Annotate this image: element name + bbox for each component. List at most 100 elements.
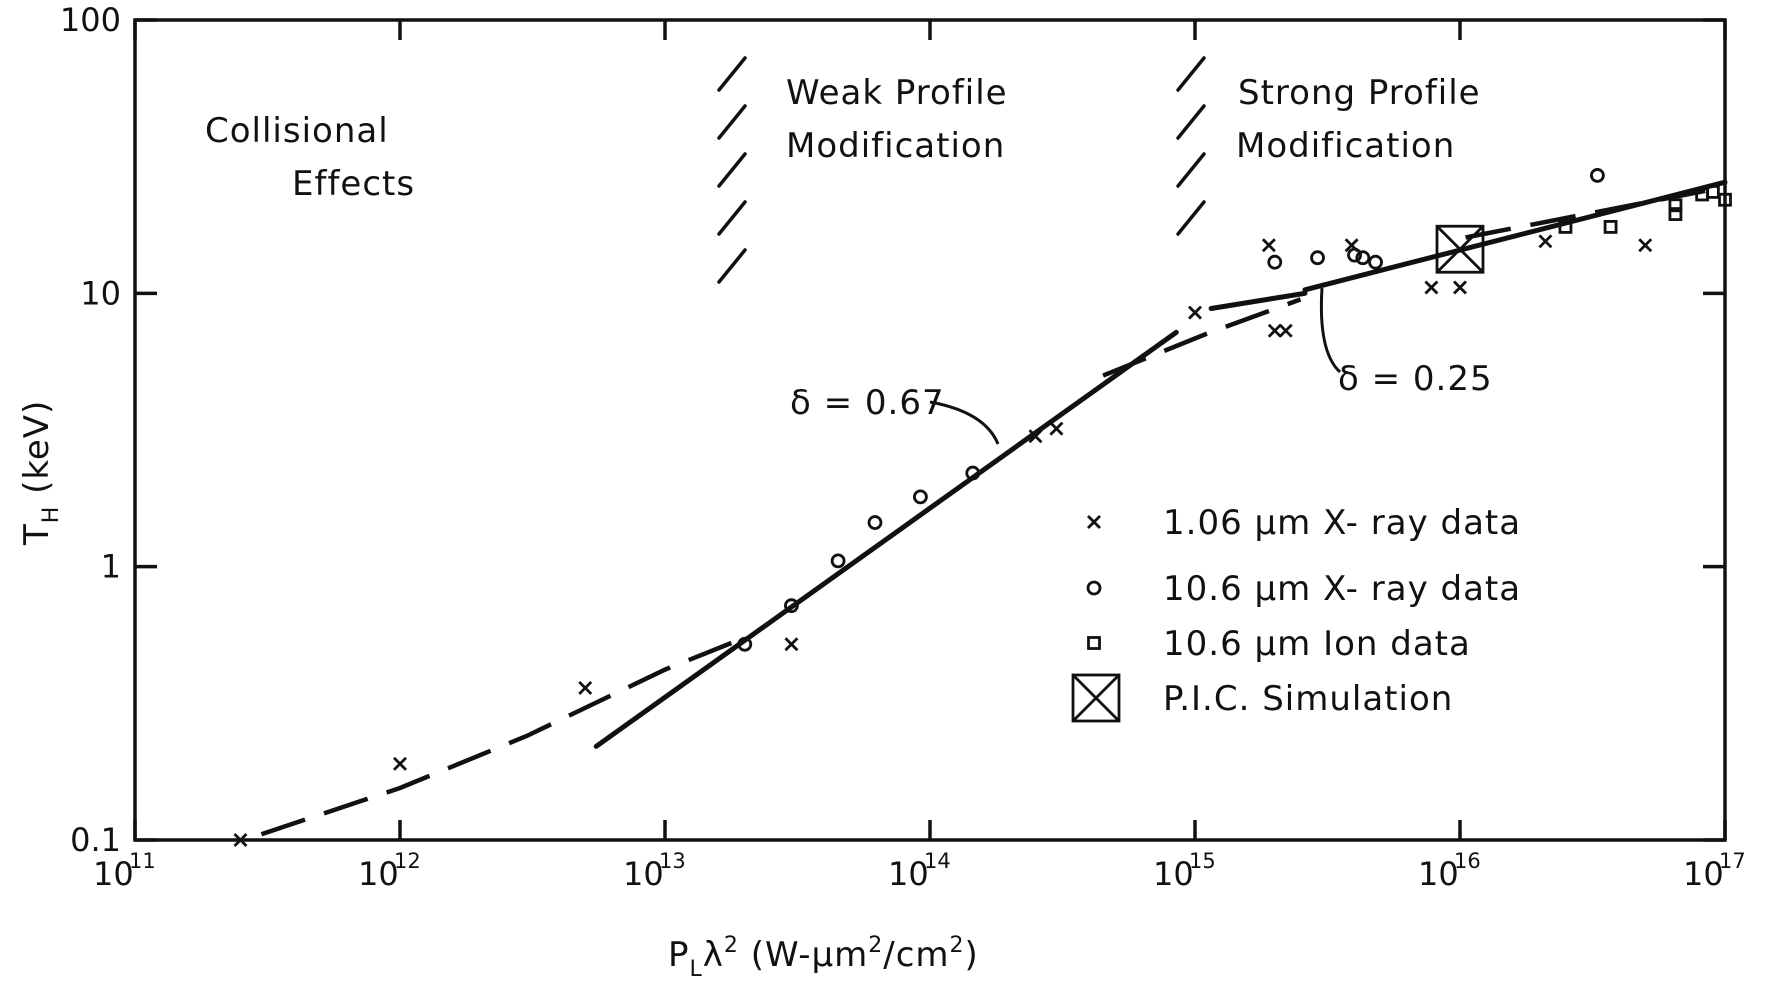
legend: 1.06 μm X- ray data 10.6 μm X- ray data 10…	[1071, 503, 1521, 723]
legend-item: 10.6 μm X- ray data	[1086, 569, 1521, 609]
svg-text:11: 11	[129, 849, 156, 873]
data-point-o	[867, 515, 883, 530]
dashed-fit-line	[260, 635, 746, 837]
data-point-x	[1453, 280, 1467, 295]
solid-fit-line	[1302, 179, 1728, 293]
data-point-o	[1590, 168, 1605, 183]
legend-item: 1.06 μm X- ray data	[1087, 503, 1521, 543]
data-points	[233, 168, 1732, 847]
delta-067-leader	[929, 400, 1000, 445]
svg-text:Collisional: Collisional	[205, 111, 389, 151]
svg-text:10: 10	[1683, 855, 1724, 893]
data-point-x	[1267, 323, 1282, 338]
solid-fit-line	[593, 329, 1179, 749]
svg-text:10: 10	[358, 855, 399, 893]
annotation-leaders	[929, 287, 1342, 445]
svg-text:10: 10	[1418, 855, 1459, 893]
data-point-o	[1368, 254, 1383, 270]
data-point-o	[1310, 250, 1325, 266]
svg-text:Weak Profile: Weak Profile	[786, 73, 1008, 113]
svg-text:16: 16	[1454, 849, 1481, 873]
annotation-collisional: Collisional Effects	[205, 111, 414, 204]
data-point-square	[1558, 220, 1573, 234]
data-point-o	[1355, 250, 1371, 266]
annotations: Collisional Effects Weak Profile Modificati…	[205, 73, 1493, 423]
axis-labels: PLλ2 (W-μm2/cm2) TH (keV)	[17, 400, 979, 982]
data-point-boxed-x	[1435, 224, 1485, 274]
data-point-x	[1278, 323, 1293, 338]
legend-marker-o	[1086, 580, 1102, 596]
y-tick-label: 100	[60, 1, 121, 39]
data-point-square	[1718, 192, 1732, 207]
legend-marker-square	[1087, 636, 1101, 650]
legend-marker-x	[1087, 515, 1101, 529]
data-point-square	[1603, 220, 1618, 234]
legend-item: 10.6 μm Ion data	[1087, 624, 1471, 664]
dashed-fit-line	[1102, 297, 1302, 378]
svg-text:Modification: Modification	[786, 126, 1005, 166]
svg-text:10: 10	[93, 855, 134, 893]
legend-marker-boxed-x	[1071, 673, 1121, 723]
hatch-mark	[717, 104, 747, 140]
svg-text:13: 13	[659, 849, 686, 873]
hatch-mark	[717, 152, 747, 188]
svg-text:10: 10	[888, 855, 929, 893]
y-tick-label: 1	[101, 548, 121, 586]
data-point-square	[1705, 185, 1720, 199]
data-point-o	[1267, 254, 1283, 270]
data-point-o	[737, 636, 753, 652]
hatch-mark	[1176, 200, 1206, 236]
solid-fit-line	[1208, 290, 1308, 311]
data-point-x	[1028, 429, 1043, 444]
hatch-mark	[1176, 56, 1206, 92]
svg-text:15: 15	[1189, 849, 1216, 873]
annotation-delta025: δ = 0.25	[1338, 359, 1493, 399]
data-point-x	[1261, 238, 1276, 253]
svg-text:Modification: Modification	[1236, 126, 1455, 166]
data-point-o	[913, 489, 928, 505]
delta-025-leader	[1319, 287, 1342, 374]
series-x	[233, 234, 1653, 847]
data-point-x	[1049, 421, 1064, 436]
y-tick-label: 0.1	[70, 821, 121, 859]
series-square	[1558, 185, 1732, 234]
y-tick-label: 10	[80, 274, 121, 312]
data-point-x	[578, 680, 593, 695]
series-o	[737, 168, 1605, 652]
y-axis-label: TH (keV)	[17, 400, 64, 546]
hatch-mark	[717, 56, 747, 92]
x-axis-label: PLλ2 (W-μm2/cm2)	[668, 933, 979, 982]
svg-text:14: 14	[924, 849, 951, 873]
data-point-o	[784, 598, 799, 614]
annotation-weak: Weak Profile Modification	[786, 73, 1008, 166]
data-point-x	[1188, 305, 1202, 320]
legend-label: 10.6 μm Ion data	[1163, 624, 1471, 664]
regime-hatches	[717, 56, 1206, 284]
data-point-o	[1347, 247, 1362, 263]
legend-label: P.I.C. Simulation	[1163, 679, 1453, 719]
hatch-mark	[1176, 152, 1206, 188]
svg-text:10: 10	[1153, 855, 1194, 893]
data-point-x	[1424, 280, 1439, 295]
annotation-strong: Strong Profile Modification	[1236, 73, 1481, 166]
data-point-x	[784, 637, 799, 652]
svg-text:17: 17	[1719, 849, 1746, 873]
axis-ticks	[133, 18, 1727, 842]
svg-text:12: 12	[394, 849, 421, 873]
data-point-o	[965, 465, 981, 481]
svg-text:Strong Profile: Strong Profile	[1238, 73, 1481, 113]
data-point-x	[1538, 234, 1553, 249]
legend-label: 10.6 μm X- ray data	[1163, 569, 1521, 609]
legend-label: 1.06 μm X- ray data	[1163, 503, 1521, 543]
dashed-fit-line	[1465, 187, 1714, 240]
data-point-square	[1668, 207, 1683, 221]
